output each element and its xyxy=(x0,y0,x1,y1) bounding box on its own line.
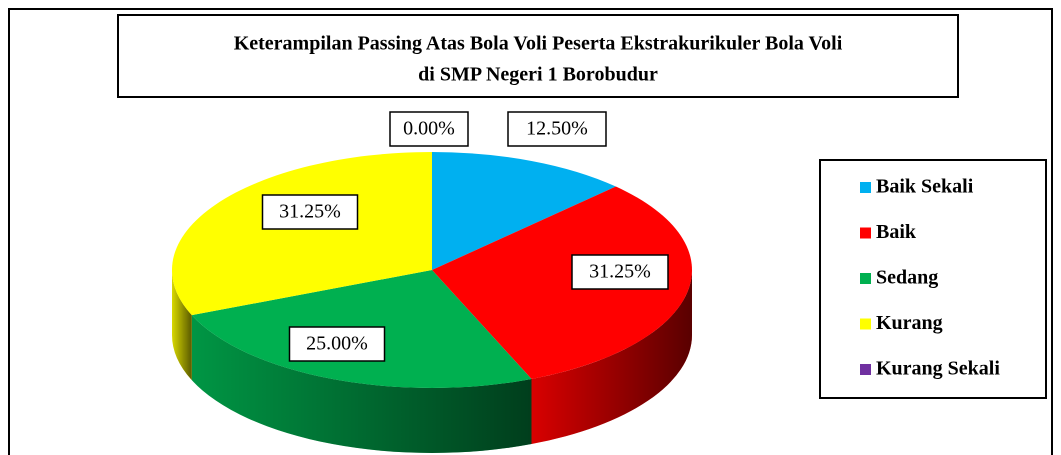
data-label-box xyxy=(507,111,607,147)
chart-subtitle: di SMP Negeri 1 Borobudur xyxy=(418,64,658,86)
data-label-box xyxy=(571,254,669,290)
slice-shade xyxy=(172,270,192,381)
legend-label: Baik xyxy=(876,221,917,243)
slice-shade xyxy=(531,270,692,445)
slice xyxy=(172,152,432,316)
legend-label: Kurang Sekali xyxy=(876,358,1000,380)
legend-label: Sedang xyxy=(876,267,938,289)
data-label-box xyxy=(389,111,469,147)
slice-shade xyxy=(191,315,532,453)
legend-swatch xyxy=(860,318,871,330)
chart-title: Keterampilan Passing Atas Bola Voli Pese… xyxy=(234,33,843,55)
legend-swatch xyxy=(860,182,871,193)
data-label: 31.25% xyxy=(589,261,651,283)
data-label: 12.50% xyxy=(526,118,588,140)
legend-swatch xyxy=(860,273,871,284)
data-label: 0.00% xyxy=(403,118,455,140)
slice xyxy=(432,186,693,380)
slice xyxy=(432,152,616,270)
legend-swatch xyxy=(860,364,871,375)
legend-box xyxy=(819,159,1047,399)
legend-swatch xyxy=(860,227,871,239)
legend-label: Baik Sekali xyxy=(876,176,974,198)
legend-label: Kurang xyxy=(876,312,943,334)
data-label: 31.25% xyxy=(279,201,341,223)
title-box xyxy=(117,14,959,98)
data-label-box xyxy=(261,194,359,230)
data-label-box xyxy=(288,326,386,362)
data-label: 25.00% xyxy=(306,333,368,355)
